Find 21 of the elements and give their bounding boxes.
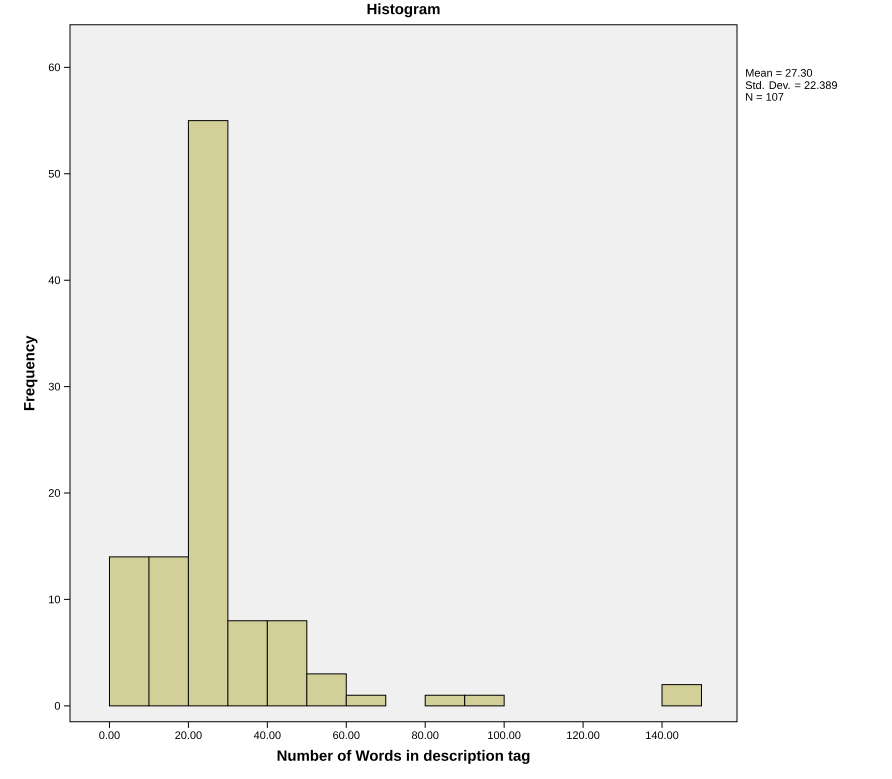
x-tick-label: 20.00 bbox=[175, 731, 202, 740]
x-tick-label: 120.00 bbox=[567, 731, 600, 740]
x-axis-title: Number of Words in description tag bbox=[278, 750, 530, 764]
text: Std. Dev. = 22.389 bbox=[746, 81, 837, 90]
y-tick-label: 50 bbox=[48, 170, 60, 178]
text: N = 107 bbox=[746, 93, 784, 101]
x-tick-label: 80.00 bbox=[412, 731, 438, 740]
y-tick-label: 20 bbox=[48, 489, 60, 497]
text: Mean = 27.30 bbox=[746, 69, 812, 77]
y-tick-label: 0 bbox=[54, 702, 60, 710]
x-tick-label: 100.00 bbox=[488, 731, 520, 740]
y-tick-label: 40 bbox=[48, 276, 60, 284]
y-tick-label: 10 bbox=[49, 596, 60, 604]
y-axis-title: Frequency bbox=[24, 336, 38, 410]
x-tick-label: 0.00 bbox=[99, 731, 120, 740]
y-tick-label: 60 bbox=[48, 64, 60, 72]
chart-title: Histogram bbox=[368, 3, 440, 18]
x-tick-label: 140.00 bbox=[646, 731, 678, 740]
x-tick-label: 40.00 bbox=[254, 731, 281, 740]
x-tick-label: 60.00 bbox=[333, 731, 360, 740]
y-tick-label: 30 bbox=[48, 382, 60, 391]
